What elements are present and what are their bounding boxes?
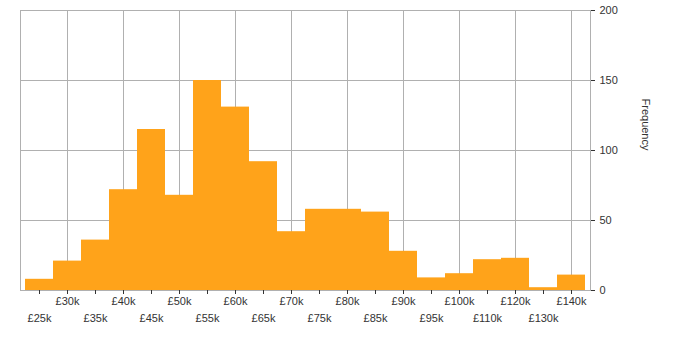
svg-text:£30k: £30k xyxy=(56,295,80,307)
svg-text:£65k: £65k xyxy=(252,312,276,324)
svg-text:0: 0 xyxy=(600,284,606,296)
svg-text:£60k: £60k xyxy=(224,295,248,307)
svg-text:£85k: £85k xyxy=(364,312,388,324)
svg-text:£130k: £130k xyxy=(529,312,559,324)
svg-text:£75k: £75k xyxy=(308,312,332,324)
svg-text:Frequency: Frequency xyxy=(640,99,652,151)
svg-text:£25k: £25k xyxy=(28,312,52,324)
svg-text:£110k: £110k xyxy=(473,312,503,324)
svg-text:100: 100 xyxy=(600,144,618,156)
svg-text:£40k: £40k xyxy=(112,295,136,307)
svg-text:£140k: £140k xyxy=(557,295,587,307)
svg-text:200: 200 xyxy=(600,4,618,16)
svg-text:50: 50 xyxy=(600,214,612,226)
svg-text:£50k: £50k xyxy=(168,295,192,307)
svg-text:£90k: £90k xyxy=(392,295,416,307)
svg-text:150: 150 xyxy=(600,74,618,86)
svg-text:£100k: £100k xyxy=(445,295,475,307)
svg-text:£95k: £95k xyxy=(420,312,444,324)
svg-text:£80k: £80k xyxy=(336,295,360,307)
svg-text:£120k: £120k xyxy=(501,295,531,307)
svg-text:£55k: £55k xyxy=(196,312,220,324)
svg-text:£70k: £70k xyxy=(280,295,304,307)
svg-text:£45k: £45k xyxy=(140,312,164,324)
svg-text:£35k: £35k xyxy=(84,312,108,324)
